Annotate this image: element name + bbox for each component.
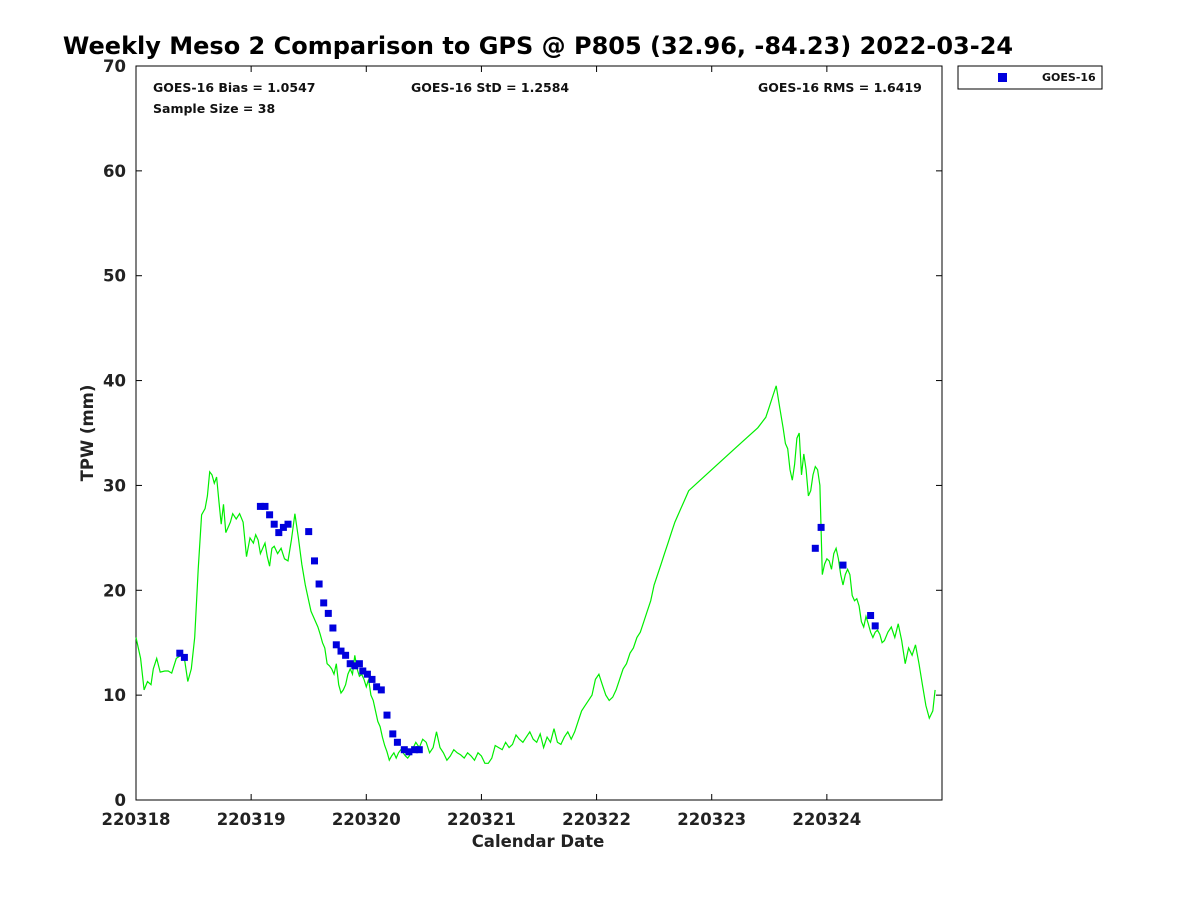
- goes16-point: [383, 711, 391, 719]
- chart-title: Weekly Meso 2 Comparison to GPS @ P805 (…: [63, 32, 1013, 60]
- goes16-point: [415, 746, 423, 754]
- goes16-point: [279, 523, 287, 531]
- goes16-point: [180, 653, 188, 661]
- x-tick-label: 220323: [677, 810, 746, 829]
- x-axis-label: Calendar Date: [472, 832, 605, 851]
- goes16-point: [368, 675, 376, 683]
- legend: GOES-16: [957, 65, 1103, 90]
- goes16-point: [256, 502, 264, 510]
- gps-series-line: [135, 385, 936, 764]
- y-tick-label: 60: [103, 162, 126, 181]
- goes16-point: [377, 686, 385, 694]
- goes16-point: [176, 649, 184, 657]
- y-tick-label: 10: [103, 686, 126, 705]
- goes16-point: [266, 511, 274, 519]
- goes16-point: [355, 660, 363, 668]
- goes16-point: [817, 523, 825, 531]
- y-tick-label: 30: [103, 476, 126, 495]
- goes16-point: [871, 622, 879, 630]
- goes16-point: [811, 544, 819, 552]
- y-tick-label: 20: [103, 581, 126, 600]
- y-axis-tick-labels: 0 10 20 30 40 50 60 70: [103, 57, 126, 810]
- x-tick-label: 220319: [217, 810, 286, 829]
- y-tick-label: 0: [115, 791, 126, 810]
- goes16-series-points: [176, 502, 879, 756]
- x-tick-label: 220324: [792, 810, 861, 829]
- bias-stat: GOES-16 Bias = 1.0547: [153, 80, 315, 95]
- goes16-point: [332, 641, 340, 649]
- goes16-point: [389, 730, 397, 738]
- goes16-point: [275, 529, 283, 537]
- goes16-point: [261, 502, 269, 510]
- y-axis-label: TPW (mm): [78, 385, 97, 482]
- goes16-point: [346, 660, 354, 668]
- sample-size-stat: Sample Size = 38: [153, 101, 275, 116]
- legend-label: GOES-16: [1042, 71, 1096, 84]
- goes16-point: [315, 580, 323, 588]
- goes16-point: [405, 748, 413, 756]
- x-tick-label: 220320: [332, 810, 401, 829]
- y-tick-label: 50: [103, 267, 126, 286]
- y-tick-label: 70: [103, 57, 126, 76]
- y-tick-label: 40: [103, 372, 126, 391]
- goes16-point: [400, 746, 408, 754]
- axis-ticks: [135, 65, 942, 801]
- std-stat: GOES-16 StD = 1.2584: [411, 80, 569, 95]
- goes16-point: [320, 599, 328, 607]
- goes16-point: [867, 612, 875, 619]
- goes16-point: [284, 520, 292, 528]
- goes16-point: [373, 683, 381, 691]
- legend-marker: [998, 73, 1007, 82]
- goes16-point: [839, 561, 847, 569]
- goes16-point: [393, 738, 401, 746]
- goes16-point: [363, 670, 371, 678]
- goes16-point: [342, 651, 350, 659]
- x-tick-label: 220321: [447, 810, 516, 829]
- goes16-point: [324, 609, 332, 617]
- x-axis-tick-labels: 220318 220319 220320 220321 220322 220323 2203…: [102, 810, 862, 829]
- rms-stat: GOES-16 RMS = 1.6419: [758, 80, 922, 95]
- plot-area: [135, 65, 943, 801]
- goes16-point: [337, 647, 345, 655]
- goes16-point: [311, 557, 318, 565]
- goes16-point: [351, 662, 359, 670]
- goes16-point: [359, 667, 367, 675]
- goes16-point: [305, 528, 313, 536]
- legend-box: [957, 65, 1103, 90]
- x-tick-label: 220318: [102, 810, 171, 829]
- goes16-point: [329, 624, 337, 632]
- goes16-point: [411, 746, 419, 754]
- x-tick-label: 220322: [562, 810, 631, 829]
- goes16-point: [270, 520, 278, 528]
